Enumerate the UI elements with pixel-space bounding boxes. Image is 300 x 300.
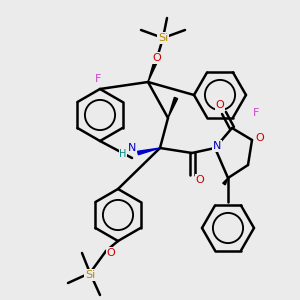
Polygon shape: [223, 178, 228, 185]
Text: F: F: [95, 74, 101, 84]
Text: F: F: [253, 108, 259, 118]
Text: N: N: [128, 143, 136, 153]
Text: Si: Si: [158, 33, 168, 43]
Text: O: O: [106, 248, 116, 258]
Polygon shape: [168, 98, 178, 118]
Polygon shape: [138, 148, 160, 155]
Text: O: O: [196, 175, 204, 185]
Text: O: O: [256, 133, 264, 143]
Polygon shape: [148, 57, 159, 82]
Text: N: N: [213, 141, 221, 151]
Text: H: H: [119, 149, 127, 159]
Text: Si: Si: [85, 270, 95, 280]
Text: O: O: [216, 100, 224, 110]
Text: O: O: [153, 53, 161, 63]
